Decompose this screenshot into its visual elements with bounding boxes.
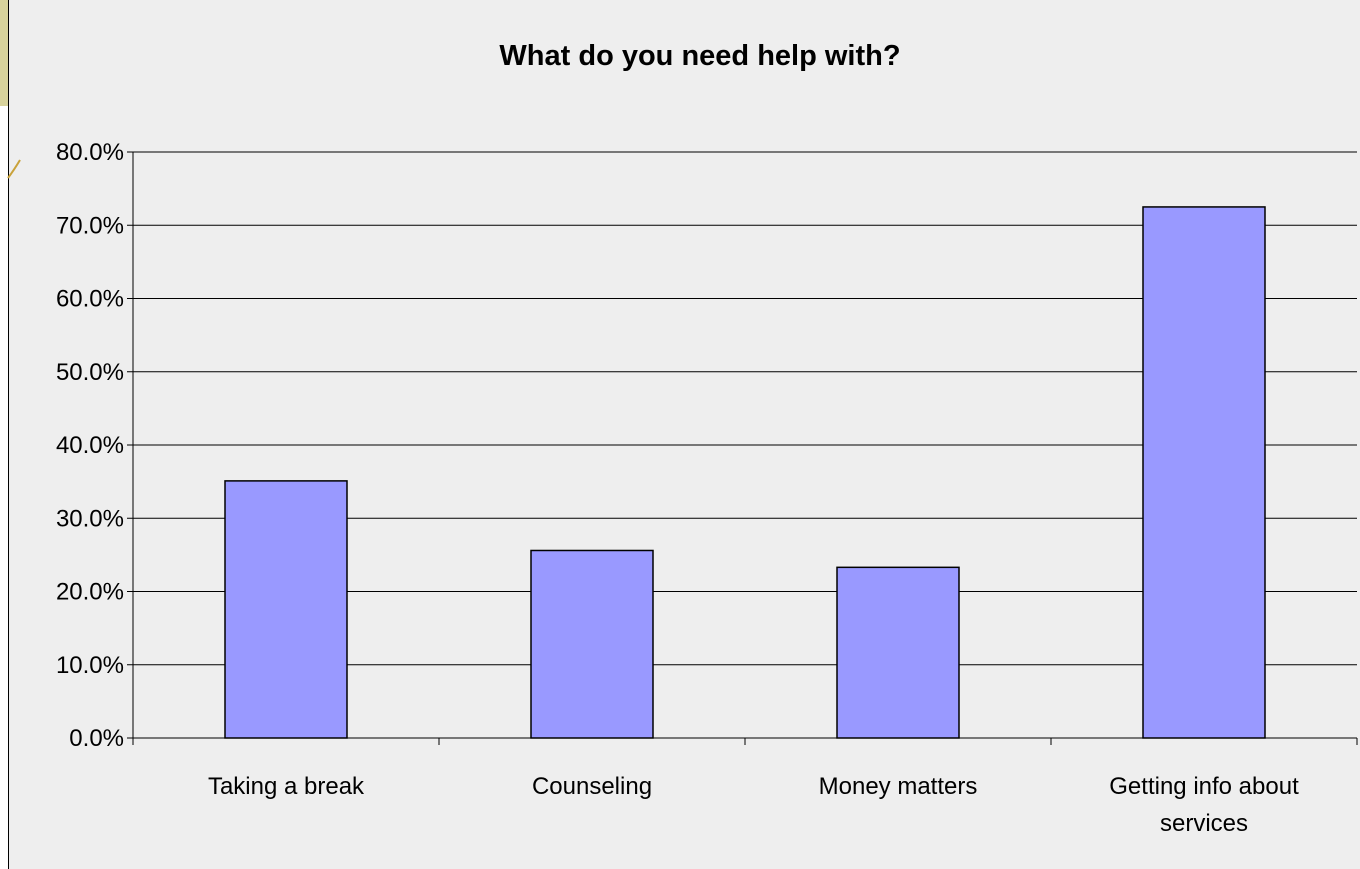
x-tick-label: Getting info about services [1109,773,1299,837]
y-tick-label: 10.0% [56,652,124,679]
bar [1142,206,1266,739]
y-tick-label: 50.0% [56,359,124,386]
y-tick-label: 40.0% [56,432,124,459]
chart-title: What do you need help with? [499,40,900,72]
y-axis-ticks: 0.0% 10.0% 20.0% 30.0% 40.0% 50.0% 60.0% 70.0% 8… [56,139,133,752]
y-tick-label: 80.0% [56,139,124,166]
bar [224,480,348,739]
bars [224,206,1266,739]
axes [132,152,1358,745]
bar [530,549,654,739]
bar [836,566,960,739]
x-axis-labels: Taking a break Counseling Money matters Get… [208,773,1299,837]
y-tick-label: 30.0% [56,505,124,532]
y-tick-label: 70.0% [56,212,124,239]
decorative-curve [7,159,21,179]
x-tick-label: Taking a break [208,773,365,800]
y-tick-label: 60.0% [56,286,124,313]
x-tick-label: Counseling [532,773,652,800]
y-tick-label: 0.0% [69,725,124,752]
x-tick-label: Money matters [819,773,978,800]
y-tick-label: 20.0% [56,579,124,606]
